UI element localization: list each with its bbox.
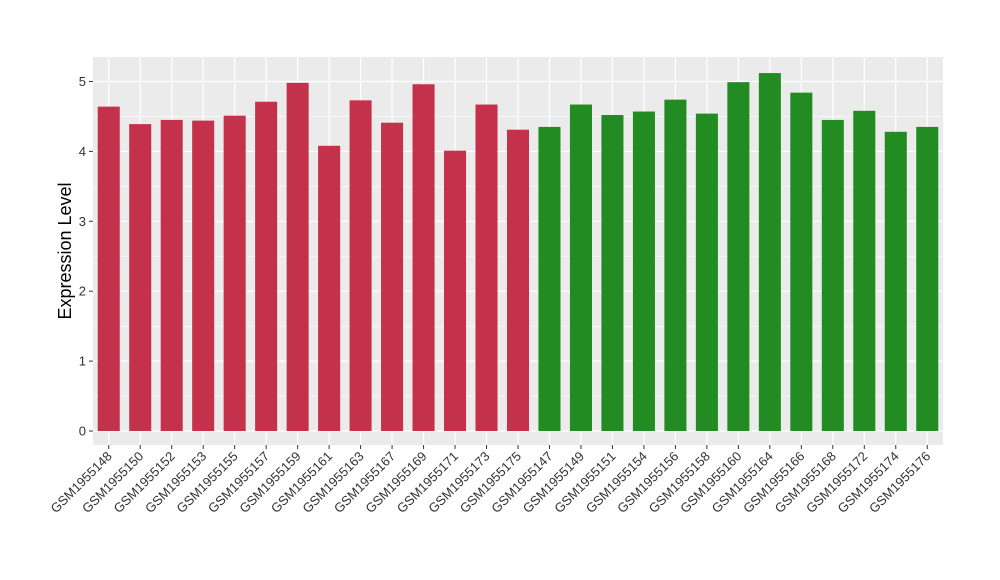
y-tick-label: 4 — [79, 144, 86, 159]
bar-GSM1955155 — [223, 115, 246, 432]
x-axis: GSM1955148GSM1955150GSM1955152GSM1955153… — [48, 445, 933, 516]
y-tick-label: 1 — [79, 354, 86, 369]
bar-GSM1955151 — [601, 115, 624, 432]
bar-GSM1955148 — [97, 106, 120, 432]
bar-GSM1955176 — [916, 126, 939, 432]
bars — [97, 73, 939, 432]
bar-GSM1955164 — [758, 73, 781, 432]
bar-GSM1955171 — [444, 150, 467, 432]
bar-GSM1955174 — [884, 131, 907, 432]
bar-GSM1955167 — [381, 122, 404, 432]
bar-GSM1955156 — [664, 99, 687, 432]
y-tick-label: 0 — [79, 424, 86, 439]
y-axis-title: Expression Level — [55, 182, 75, 319]
bar-GSM1955157 — [255, 101, 278, 432]
y-tick-label: 3 — [79, 214, 86, 229]
bar-GSM1955161 — [318, 145, 341, 432]
y-axis: 0 1 2 3 4 5 — [79, 74, 93, 439]
bar-GSM1955154 — [632, 111, 655, 432]
bar-GSM1955168 — [821, 119, 844, 432]
bar-GSM1955159 — [286, 82, 309, 432]
bar-GSM1955166 — [790, 92, 813, 432]
y-tick-label: 2 — [79, 284, 86, 299]
bar-GSM1955163 — [349, 100, 372, 432]
bar-GSM1955160 — [727, 82, 750, 432]
bar-GSM1955152 — [160, 119, 183, 432]
bar-GSM1955149 — [569, 104, 592, 432]
bar-GSM1955173 — [475, 104, 498, 432]
bar-GSM1955153 — [192, 120, 215, 432]
bar-GSM1955158 — [695, 113, 718, 432]
bar-GSM1955175 — [506, 129, 530, 432]
y-tick-label: 5 — [79, 74, 86, 89]
bar-GSM1955172 — [853, 110, 876, 432]
bar-GSM1955150 — [129, 124, 152, 432]
bar-GSM1955147 — [538, 126, 561, 432]
bar-GSM1955169 — [412, 84, 435, 432]
